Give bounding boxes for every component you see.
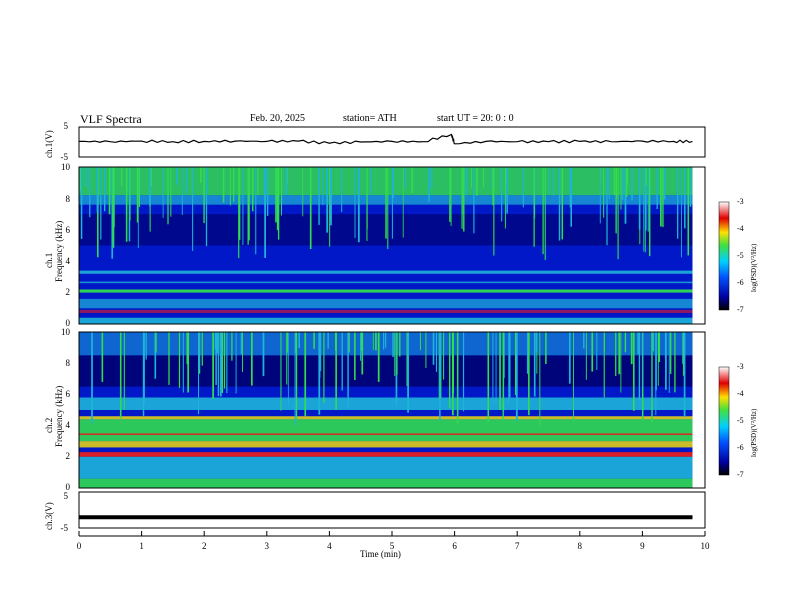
ch2-colorbar-label: log(PSD)(V²/Hz) bbox=[750, 408, 758, 457]
ch2-cb-tick-m6: -6 bbox=[737, 443, 744, 452]
ch1-spec-ytick-8: 8 bbox=[65, 194, 71, 204]
spec-band bbox=[79, 270, 693, 274]
ch3-wave-ytick-bottom: -5 bbox=[60, 523, 69, 533]
ch1-cb-tick-m6: -6 bbox=[737, 278, 744, 287]
ch1-spec-ytick-4: 4 bbox=[65, 256, 71, 266]
spec-band bbox=[79, 289, 693, 293]
ch2-spec-ytick-8: 8 bbox=[65, 358, 71, 368]
ch2-cb-tick-m5: -5 bbox=[737, 416, 744, 425]
spec-band bbox=[79, 456, 693, 479]
x-tick-label: 1 bbox=[139, 541, 144, 551]
spec-band bbox=[79, 478, 693, 488]
ch1-wave-ytick-bottom: -5 bbox=[60, 152, 69, 162]
start-time-label: start UT = 20: 0 : 0 bbox=[437, 113, 514, 124]
x-tick-label: 10 bbox=[700, 541, 710, 551]
spec-band bbox=[79, 298, 693, 309]
ch2-cb-tick-m7: -7 bbox=[737, 470, 744, 479]
ch1-spec-ytick-10: 10 bbox=[61, 162, 70, 172]
spec-band bbox=[79, 441, 693, 448]
spec-band bbox=[79, 452, 693, 457]
ch2-spec-ytick-10: 10 bbox=[61, 327, 70, 337]
x-tick-label: 9 bbox=[640, 541, 645, 551]
spec-band bbox=[79, 281, 693, 284]
ch1-spec-freq-label: Frequency (kHz) bbox=[54, 220, 64, 282]
ch2-spec-ytick-0: 0 bbox=[65, 482, 71, 492]
ch1-spec-ytick-2: 2 bbox=[65, 287, 71, 297]
x-tick-label: 3 bbox=[264, 541, 270, 551]
ch2-cb-tick-m3: -3 bbox=[737, 362, 744, 371]
spec-band bbox=[79, 309, 693, 314]
ch1-wave-line bbox=[78, 133, 693, 145]
spec-band bbox=[79, 419, 693, 442]
ch2-spec-ylabel: ch.2 bbox=[44, 417, 54, 433]
station-label: station= ATH bbox=[343, 113, 397, 124]
ch3-wave-ytick-top: 5 bbox=[63, 491, 69, 501]
ch1-cb-tick-m4: -4 bbox=[737, 224, 744, 233]
ch2-spec-frame bbox=[78, 331, 706, 489]
spec-band bbox=[79, 416, 693, 420]
ch1-cb-tick-m5: -5 bbox=[737, 251, 744, 260]
ch2-spec-ytick-4: 4 bbox=[65, 420, 71, 430]
ch3-wave-ylabel: ch.3(V) bbox=[44, 502, 54, 530]
ch2-spec-freq-label: Frequency (kHz) bbox=[54, 385, 64, 447]
ch2-spec-ytick-2: 2 bbox=[65, 451, 71, 461]
x-axis-ticks bbox=[78, 531, 706, 536]
ch1-spec-ytick-0: 0 bbox=[65, 318, 71, 328]
ch2-spectrogram bbox=[79, 332, 693, 488]
ch1-spec-ylabel: ch.1 bbox=[44, 252, 54, 268]
x-axis-label: Time (min) bbox=[360, 549, 401, 559]
spec-band bbox=[79, 355, 693, 387]
x-tick-label: 8 bbox=[577, 541, 583, 551]
ch1-spec-frame bbox=[78, 166, 706, 325]
x-tick-label: 6 bbox=[452, 541, 457, 551]
x-tick-label: 5 bbox=[389, 541, 395, 551]
ch1-spec-ytick-6: 6 bbox=[65, 225, 71, 235]
ch1-spectrogram bbox=[79, 167, 693, 324]
spec-band bbox=[79, 433, 693, 435]
ch2-colorbar bbox=[718, 366, 730, 476]
x-tick-label: 0 bbox=[76, 541, 82, 551]
ch2-cb-tick-m4: -4 bbox=[737, 389, 744, 398]
ch1-colorbar-label: log(PSD)(V²/Hz) bbox=[750, 243, 758, 292]
chart-title: VLF Spectra bbox=[80, 112, 142, 126]
ch2-spec-ytick-6: 6 bbox=[65, 389, 71, 399]
x-tick-label: 2 bbox=[201, 541, 207, 551]
ch1-wave-ytick-top: 5 bbox=[63, 121, 69, 131]
ch3-wave-frame bbox=[78, 491, 706, 529]
ch1-cb-tick-m3: -3 bbox=[737, 197, 744, 206]
date-label: Feb. 20, 2025 bbox=[250, 113, 305, 124]
ch1-cb-tick-m7: -7 bbox=[737, 305, 744, 314]
ch1-wave-ylabel: ch.1(V) bbox=[44, 130, 54, 158]
x-tick-label: 7 bbox=[514, 541, 520, 551]
x-tick-label: 4 bbox=[327, 541, 332, 551]
ch1-colorbar bbox=[718, 201, 730, 311]
spec-band bbox=[79, 317, 693, 324]
spec-band bbox=[79, 397, 693, 410]
